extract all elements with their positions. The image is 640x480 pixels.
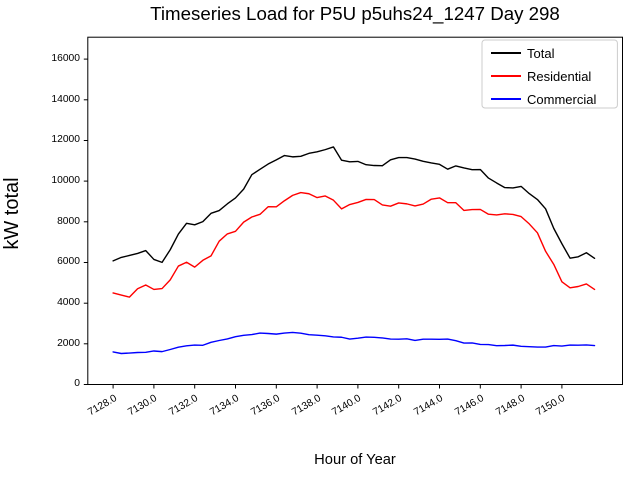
svg-text:kW total: kW total: [1, 177, 23, 249]
